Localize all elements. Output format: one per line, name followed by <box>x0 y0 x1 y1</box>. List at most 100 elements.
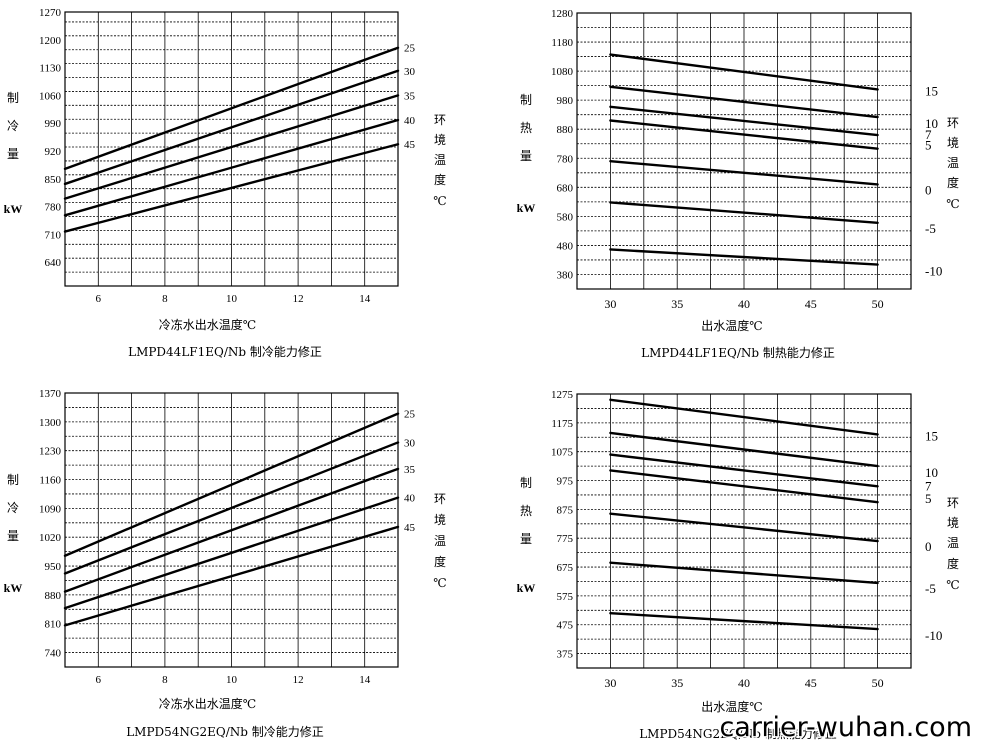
y-tick-label: 1090 <box>39 503 62 515</box>
x-axis-label: 冷冻水出水温度℃ <box>159 317 256 332</box>
legend-title-char: 环 <box>947 116 959 130</box>
y-tick-label: 475 <box>557 620 574 632</box>
series-label: 5 <box>925 138 932 153</box>
y-axis-label-char: 冷 <box>7 119 19 133</box>
y-tick-label: 1280 <box>551 8 574 20</box>
y-tick-label: 380 <box>557 269 574 281</box>
y-tick-label: 990 <box>45 118 62 130</box>
x-tick-label: 6 <box>96 293 102 305</box>
y-tick-label: 1180 <box>551 37 573 49</box>
y-tick-label: 1080 <box>551 66 574 78</box>
x-tick-label: 30 <box>604 297 616 311</box>
series-label: 35 <box>404 464 416 476</box>
y-tick-label: 640 <box>45 257 62 269</box>
series-line <box>609 53 879 91</box>
series-line <box>609 105 879 137</box>
series-line <box>63 94 400 200</box>
chart-caption: LMPD54NG2EQ/Nb 制热能力修正 <box>639 726 837 741</box>
y-axis-label-char: 制 <box>7 473 19 487</box>
x-tick-label: 10 <box>226 674 238 686</box>
y-tick-label: 1370 <box>39 388 62 400</box>
legend-title-char: 环 <box>434 113 446 127</box>
y-tick-label: 1075 <box>551 447 574 459</box>
y-tick-label: 710 <box>45 229 62 241</box>
x-tick-label: 8 <box>162 293 168 305</box>
y-axis-label-char: 量 <box>7 529 19 543</box>
y-tick-label: 1200 <box>39 35 62 47</box>
legend-title-char: 境 <box>434 512 446 527</box>
y-tick-label: 575 <box>557 591 574 603</box>
y-tick-label: 1175 <box>551 418 573 430</box>
y-tick-label: 1275 <box>551 389 574 401</box>
x-tick-label: 45 <box>805 676 817 690</box>
y-tick-label: 950 <box>45 561 62 573</box>
series-label: 45 <box>404 522 416 534</box>
y-tick-label: 1160 <box>39 475 61 487</box>
series-label: 35 <box>404 90 416 102</box>
series-label: 10 <box>925 465 938 480</box>
legend-title-char: 环 <box>434 492 446 506</box>
y-tick-label: 780 <box>557 153 574 165</box>
y-axis-label-char: 量 <box>520 149 532 163</box>
y-axis-label-char: 热 <box>520 504 532 518</box>
y-tick-label: 1020 <box>39 532 62 544</box>
legend-title-char: ℃ <box>433 576 446 590</box>
y-axis-label-char: 制 <box>520 93 532 107</box>
watermark: carrier-wuhan.com <box>719 712 972 743</box>
legend-title-char: 温 <box>947 536 959 550</box>
series-label: 40 <box>404 493 416 505</box>
legend-title-char: 度 <box>947 556 959 571</box>
y-tick-label: 880 <box>557 124 574 136</box>
legend-title-char: 度 <box>947 175 959 190</box>
y-tick-label: 980 <box>557 95 574 107</box>
x-tick-label: 35 <box>671 297 683 311</box>
y-axis-label-char: 冷 <box>7 501 19 515</box>
y-tick-label: 480 <box>557 240 574 252</box>
series-line <box>609 453 879 488</box>
y-tick-label: 1060 <box>39 90 62 102</box>
series-line <box>63 69 400 186</box>
legend-title-char: 温 <box>947 156 959 170</box>
y-tick-label: 1230 <box>39 446 62 458</box>
legend-title-char: 环 <box>947 496 959 510</box>
chart-caption: LMPD44LF1EQ/Nb 制热能力修正 <box>641 345 835 360</box>
series-label: 15 <box>925 83 938 98</box>
series-line <box>609 398 879 436</box>
series-line <box>63 412 400 557</box>
y-tick-label: 580 <box>557 211 574 223</box>
y-tick-label: 810 <box>45 619 62 631</box>
x-tick-label: 50 <box>872 297 884 311</box>
series-label: 45 <box>404 139 416 151</box>
series-line <box>63 441 400 575</box>
series-label: 30 <box>404 437 416 449</box>
series-line <box>609 431 879 468</box>
y-tick-label: 920 <box>45 146 62 158</box>
series-line <box>63 467 400 593</box>
series-label: -5 <box>925 581 936 596</box>
series-label: 25 <box>404 409 416 421</box>
x-tick-label: 40 <box>738 297 750 311</box>
x-tick-label: 8 <box>162 674 168 686</box>
chart-panel-2 <box>576 12 912 290</box>
series-line <box>63 46 400 171</box>
chart-panel-3 <box>63 392 400 668</box>
y-axis-label-char: 热 <box>520 121 532 135</box>
chart-panel-4 <box>576 393 912 669</box>
y-axis-unit: kW <box>4 202 23 216</box>
x-tick-label: 12 <box>293 293 304 305</box>
series-line <box>609 248 879 266</box>
series-line <box>63 143 400 233</box>
legend-title-char: 温 <box>434 153 446 167</box>
series-line <box>609 612 879 631</box>
legend-title-char: 度 <box>434 172 446 187</box>
y-axis-unit: kW <box>517 581 536 595</box>
x-tick-label: 30 <box>604 676 616 690</box>
y-tick-label: 1300 <box>39 417 62 429</box>
y-tick-label: 1130 <box>39 63 61 75</box>
x-tick-label: 50 <box>872 676 884 690</box>
y-tick-label: 975 <box>557 476 574 488</box>
series-label: 15 <box>925 428 938 443</box>
y-tick-label: 875 <box>557 504 574 516</box>
legend-title-char: 温 <box>434 534 446 548</box>
